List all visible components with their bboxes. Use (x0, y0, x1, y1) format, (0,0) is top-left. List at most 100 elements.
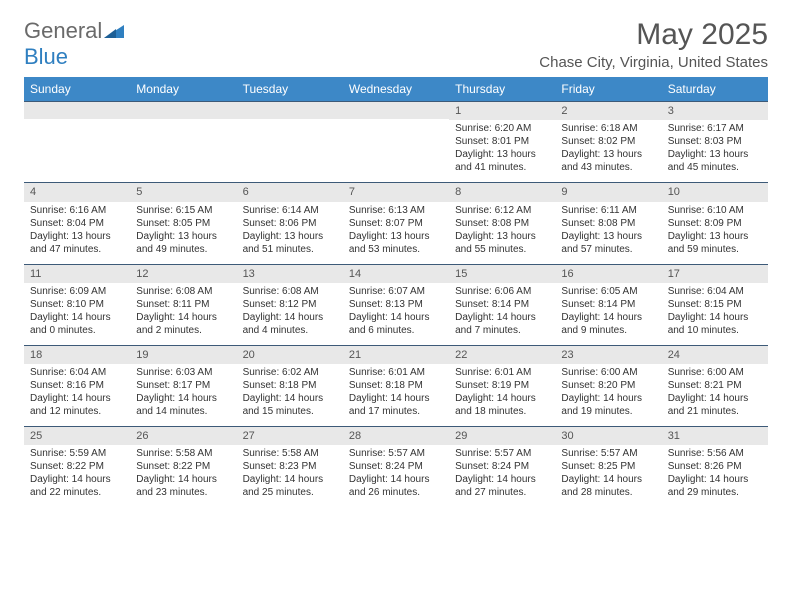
daylight-text: Daylight: 14 hours and 26 minutes. (349, 473, 443, 499)
day-body: Sunrise: 6:05 AMSunset: 8:14 PMDaylight:… (555, 283, 661, 345)
sunrise-text: Sunrise: 5:58 AM (136, 447, 230, 460)
calendar-cell: 22Sunrise: 6:01 AMSunset: 8:19 PMDayligh… (449, 345, 555, 426)
day-body (343, 119, 449, 177)
calendar-cell (24, 102, 130, 183)
header: GeneralBlue May 2025 Chase City, Virgini… (24, 18, 768, 71)
day-number: 18 (24, 346, 130, 364)
day-body: Sunrise: 5:56 AMSunset: 8:26 PMDaylight:… (662, 445, 768, 507)
day-body: Sunrise: 6:02 AMSunset: 8:18 PMDaylight:… (237, 364, 343, 426)
sunset-text: Sunset: 8:19 PM (455, 379, 549, 392)
day-body: Sunrise: 6:01 AMSunset: 8:19 PMDaylight:… (449, 364, 555, 426)
day-number: 24 (662, 346, 768, 364)
calendar-cell: 19Sunrise: 6:03 AMSunset: 8:17 PMDayligh… (130, 345, 236, 426)
calendar-cell (343, 102, 449, 183)
sunrise-text: Sunrise: 6:08 AM (136, 285, 230, 298)
sunrise-text: Sunrise: 6:00 AM (561, 366, 655, 379)
day-number: 29 (449, 427, 555, 445)
day-number: 3 (662, 102, 768, 120)
sunset-text: Sunset: 8:20 PM (561, 379, 655, 392)
daylight-text: Daylight: 14 hours and 6 minutes. (349, 311, 443, 337)
sunrise-text: Sunrise: 6:14 AM (243, 204, 337, 217)
day-body: Sunrise: 6:08 AMSunset: 8:12 PMDaylight:… (237, 283, 343, 345)
daylight-text: Daylight: 14 hours and 4 minutes. (243, 311, 337, 337)
calendar-cell: 21Sunrise: 6:01 AMSunset: 8:18 PMDayligh… (343, 345, 449, 426)
sunrise-text: Sunrise: 6:11 AM (561, 204, 655, 217)
daylight-text: Daylight: 13 hours and 57 minutes. (561, 230, 655, 256)
day-number: 9 (555, 183, 661, 201)
calendar-cell: 26Sunrise: 5:58 AMSunset: 8:22 PMDayligh… (130, 427, 236, 508)
sunset-text: Sunset: 8:16 PM (30, 379, 124, 392)
sunset-text: Sunset: 8:12 PM (243, 298, 337, 311)
sunrise-text: Sunrise: 5:56 AM (668, 447, 762, 460)
sunset-text: Sunset: 8:15 PM (668, 298, 762, 311)
sunset-text: Sunset: 8:09 PM (668, 217, 762, 230)
daylight-text: Daylight: 14 hours and 9 minutes. (561, 311, 655, 337)
day-body (24, 119, 130, 177)
day-number: 28 (343, 427, 449, 445)
daylight-text: Daylight: 14 hours and 14 minutes. (136, 392, 230, 418)
sunrise-text: Sunrise: 6:06 AM (455, 285, 549, 298)
daylight-text: Daylight: 13 hours and 49 minutes. (136, 230, 230, 256)
col-wednesday: Wednesday (343, 77, 449, 102)
calendar-cell: 8Sunrise: 6:12 AMSunset: 8:08 PMDaylight… (449, 183, 555, 264)
calendar-row: 1Sunrise: 6:20 AMSunset: 8:01 PMDaylight… (24, 102, 768, 183)
day-number: 11 (24, 265, 130, 283)
day-body: Sunrise: 5:57 AMSunset: 8:24 PMDaylight:… (449, 445, 555, 507)
calendar-cell: 29Sunrise: 5:57 AMSunset: 8:24 PMDayligh… (449, 427, 555, 508)
day-number: 8 (449, 183, 555, 201)
calendar-row: 4Sunrise: 6:16 AMSunset: 8:04 PMDaylight… (24, 183, 768, 264)
day-number: 1 (449, 102, 555, 120)
daylight-text: Daylight: 14 hours and 19 minutes. (561, 392, 655, 418)
sunrise-text: Sunrise: 6:16 AM (30, 204, 124, 217)
day-number: 16 (555, 265, 661, 283)
sunrise-text: Sunrise: 6:02 AM (243, 366, 337, 379)
col-sunday: Sunday (24, 77, 130, 102)
day-number: 17 (662, 265, 768, 283)
calendar-table: Sunday Monday Tuesday Wednesday Thursday… (24, 77, 768, 507)
daylight-text: Daylight: 14 hours and 21 minutes. (668, 392, 762, 418)
page-title: May 2025 (539, 18, 768, 52)
day-body: Sunrise: 6:06 AMSunset: 8:14 PMDaylight:… (449, 283, 555, 345)
sunrise-text: Sunrise: 6:13 AM (349, 204, 443, 217)
daylight-text: Daylight: 14 hours and 15 minutes. (243, 392, 337, 418)
sunset-text: Sunset: 8:14 PM (561, 298, 655, 311)
calendar-cell: 18Sunrise: 6:04 AMSunset: 8:16 PMDayligh… (24, 345, 130, 426)
sunset-text: Sunset: 8:03 PM (668, 135, 762, 148)
daylight-text: Daylight: 14 hours and 7 minutes. (455, 311, 549, 337)
day-number: 27 (237, 427, 343, 445)
calendar-cell: 28Sunrise: 5:57 AMSunset: 8:24 PMDayligh… (343, 427, 449, 508)
logo-text-2: Blue (24, 44, 124, 70)
calendar-cell: 13Sunrise: 6:08 AMSunset: 8:12 PMDayligh… (237, 264, 343, 345)
day-number: 26 (130, 427, 236, 445)
sunset-text: Sunset: 8:08 PM (455, 217, 549, 230)
daylight-text: Daylight: 13 hours and 51 minutes. (243, 230, 337, 256)
day-number: 14 (343, 265, 449, 283)
day-body: Sunrise: 6:17 AMSunset: 8:03 PMDaylight:… (662, 120, 768, 182)
day-number: 6 (237, 183, 343, 201)
daylight-text: Daylight: 14 hours and 23 minutes. (136, 473, 230, 499)
calendar-cell: 5Sunrise: 6:15 AMSunset: 8:05 PMDaylight… (130, 183, 236, 264)
sunrise-text: Sunrise: 6:04 AM (30, 366, 124, 379)
calendar-cell: 14Sunrise: 6:07 AMSunset: 8:13 PMDayligh… (343, 264, 449, 345)
sunset-text: Sunset: 8:18 PM (243, 379, 337, 392)
calendar-cell: 24Sunrise: 6:00 AMSunset: 8:21 PMDayligh… (662, 345, 768, 426)
day-body: Sunrise: 6:00 AMSunset: 8:21 PMDaylight:… (662, 364, 768, 426)
sunset-text: Sunset: 8:04 PM (30, 217, 124, 230)
day-number: 31 (662, 427, 768, 445)
daylight-text: Daylight: 13 hours and 59 minutes. (668, 230, 762, 256)
sunrise-text: Sunrise: 6:12 AM (455, 204, 549, 217)
sunset-text: Sunset: 8:08 PM (561, 217, 655, 230)
sunrise-text: Sunrise: 6:01 AM (455, 366, 549, 379)
col-monday: Monday (130, 77, 236, 102)
daylight-text: Daylight: 14 hours and 2 minutes. (136, 311, 230, 337)
day-number: 30 (555, 427, 661, 445)
daylight-text: Daylight: 14 hours and 25 minutes. (243, 473, 337, 499)
sunrise-text: Sunrise: 5:57 AM (561, 447, 655, 460)
daylight-text: Daylight: 14 hours and 17 minutes. (349, 392, 443, 418)
sunset-text: Sunset: 8:10 PM (30, 298, 124, 311)
sunset-text: Sunset: 8:05 PM (136, 217, 230, 230)
sunrise-text: Sunrise: 6:05 AM (561, 285, 655, 298)
day-body: Sunrise: 6:20 AMSunset: 8:01 PMDaylight:… (449, 120, 555, 182)
calendar-cell: 17Sunrise: 6:04 AMSunset: 8:15 PMDayligh… (662, 264, 768, 345)
calendar-cell: 9 Sunrise: 6:11 AMSunset: 8:08 PMDaylight… (555, 183, 661, 264)
